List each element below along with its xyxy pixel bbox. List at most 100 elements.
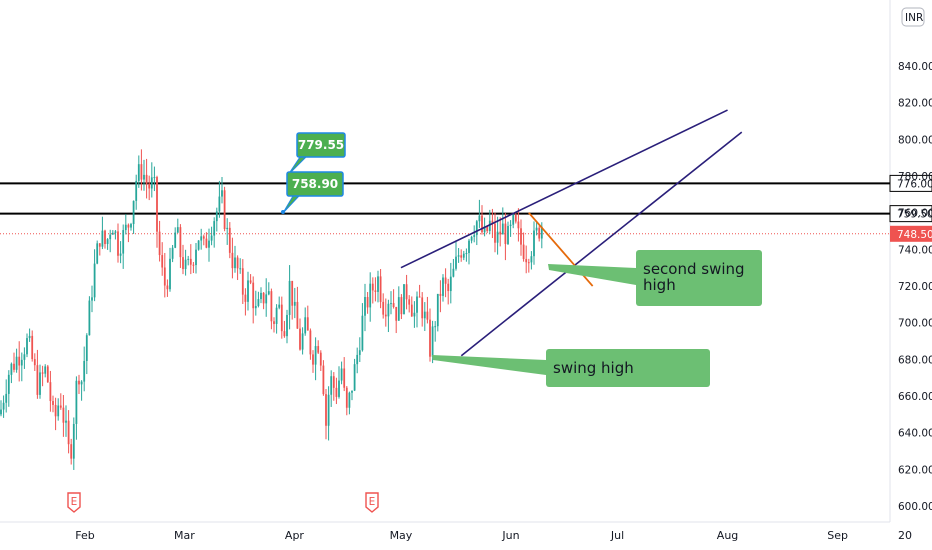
- candle-body: [455, 256, 457, 269]
- callout-pointer: [548, 264, 636, 285]
- candle-body: [226, 227, 229, 230]
- channel-trend-line[interactable]: [400, 109, 728, 269]
- candle-body: [137, 164, 140, 181]
- candle-body: [426, 311, 429, 320]
- candle-body: [405, 284, 408, 300]
- candle-body: [62, 407, 65, 423]
- candle-body: [70, 444, 73, 459]
- candle-body: [317, 346, 320, 353]
- candle-body: [202, 236, 205, 239]
- candle-body: [200, 236, 203, 241]
- horizontal-levels[interactable]: 776.00 759.50 748.50: [0, 174, 932, 242]
- candle-body: [509, 224, 512, 226]
- candle-body: [288, 280, 291, 315]
- trend-lines[interactable]: [400, 109, 743, 357]
- y-tick-label: 840.00: [898, 61, 932, 73]
- candle-body: [267, 291, 270, 295]
- candle-body: [501, 223, 504, 235]
- candle-body: [327, 394, 330, 426]
- level-price-box: [889, 174, 932, 192]
- candle-body: [156, 177, 158, 232]
- candle-body: [369, 283, 372, 308]
- candle-body: [117, 231, 119, 256]
- candle-body: [535, 227, 538, 231]
- candle-body: [91, 297, 93, 301]
- callout-text: swing high: [553, 359, 634, 377]
- price-tags[interactable]: 779.55 758.90: [281, 132, 346, 214]
- candle-body: [241, 268, 244, 295]
- candle-body: [234, 257, 236, 269]
- candle-body: [49, 382, 52, 402]
- candle-body: [20, 359, 23, 366]
- candle-body: [72, 423, 75, 459]
- candle-body: [96, 243, 99, 264]
- y-tick-label: 700.00: [898, 318, 932, 330]
- candle-body: [423, 311, 426, 319]
- earnings-marker-label: E: [71, 496, 78, 508]
- candle-body: [18, 356, 21, 366]
- candle-body: [483, 226, 486, 233]
- candle-body: [309, 330, 312, 355]
- candle-body: [283, 331, 286, 337]
- x-tick-label: Jul: [610, 529, 624, 542]
- candle-body: [379, 276, 382, 302]
- candle-body: [280, 304, 283, 332]
- candle-body: [244, 294, 247, 302]
- candle-body: [384, 314, 387, 317]
- level-price-box: [889, 205, 932, 223]
- candle-body: [473, 235, 476, 237]
- y-axis[interactable]: 600.00 620.00 640.00 660.00 680.00 700.00 720.…: [898, 7, 932, 513]
- candle-body: [2, 402, 5, 410]
- candle-body: [119, 253, 122, 256]
- candle-body: [522, 244, 525, 260]
- x-axis[interactable]: Feb Mar Apr May Jun Jul Aug Sep 20: [75, 529, 912, 542]
- candle-body: [174, 232, 177, 248]
- candle-body: [431, 326, 434, 357]
- last-price-label: 748.50: [897, 229, 932, 241]
- candle-body: [83, 360, 86, 382]
- price-tag-box[interactable]: [286, 171, 344, 197]
- candle-body: [127, 224, 130, 228]
- callout-box[interactable]: [636, 250, 762, 306]
- x-tick-label: Jun: [501, 529, 519, 542]
- candle-body: [140, 164, 143, 180]
- y-tick-label: 680.00: [898, 354, 932, 366]
- callout-text: second swing: [643, 260, 745, 278]
- candle-body: [236, 257, 239, 269]
- candle-body: [416, 296, 418, 313]
- candle-body: [392, 303, 395, 308]
- candle-body: [124, 224, 127, 231]
- earnings-marker[interactable]: [67, 492, 81, 513]
- candle-body: [387, 303, 390, 317]
- candle-body: [306, 317, 309, 331]
- candle-body: [13, 363, 15, 370]
- candle-body: [358, 350, 361, 355]
- candle-body: [221, 190, 223, 197]
- candle-body: [114, 231, 117, 233]
- candle-body: [54, 404, 57, 417]
- candle-body: [218, 196, 221, 212]
- candle-body: [75, 380, 78, 424]
- candle-body: [517, 221, 520, 229]
- channel-trend-line[interactable]: [460, 131, 743, 357]
- candle-body: [252, 282, 255, 309]
- price-tag-box[interactable]: [296, 132, 346, 158]
- currency-badge[interactable]: [901, 7, 925, 27]
- y-tick-label: 660.00: [898, 391, 932, 403]
- candle-body: [530, 256, 533, 263]
- callout-box[interactable]: [546, 349, 710, 387]
- candle-body: [143, 174, 145, 180]
- chart-grid: [0, 0, 891, 523]
- candle-body: [179, 227, 182, 258]
- candle-body: [85, 335, 88, 361]
- price-tag-anchor: [281, 210, 285, 214]
- candle-body: [421, 297, 424, 319]
- earnings-marker[interactable]: [365, 492, 379, 513]
- candle-body: [361, 315, 364, 351]
- candle-body: [374, 290, 377, 292]
- candle-body: [395, 307, 398, 321]
- price-tag-pointer: [282, 195, 301, 214]
